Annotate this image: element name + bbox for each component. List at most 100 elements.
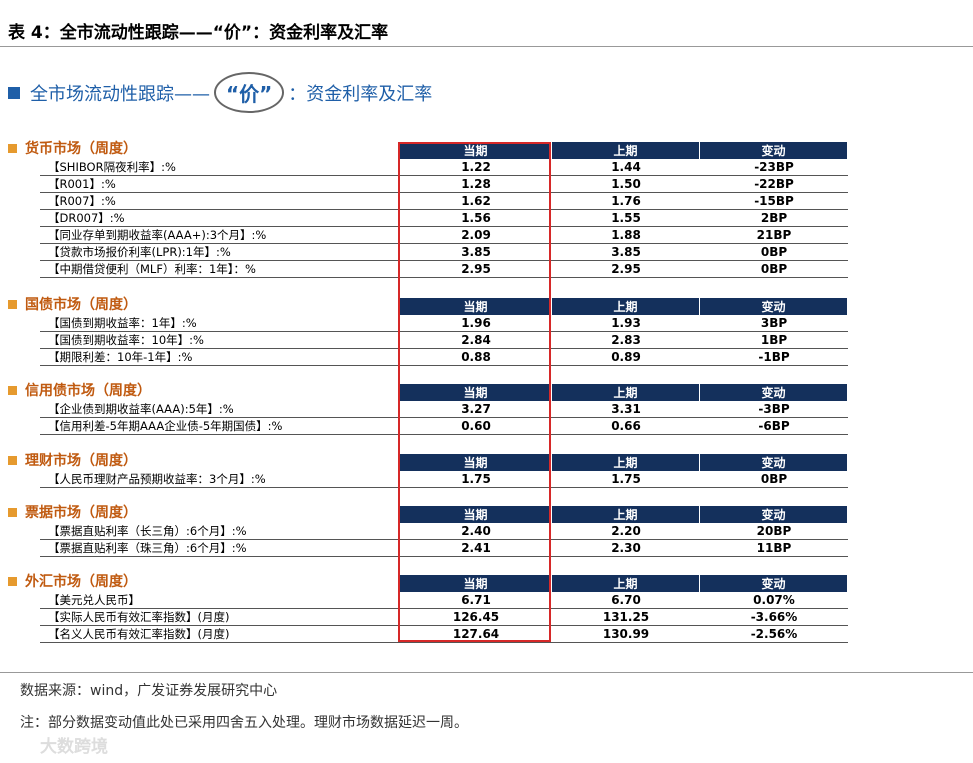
- row-line: [40, 192, 848, 193]
- column-header: 变动: [700, 298, 847, 315]
- cell-value: 0BP: [760, 262, 788, 276]
- cell-value: -2.56%: [750, 627, 798, 641]
- table-title: 表 4：全市流动性跟踪——“价”：资金利率及汇率: [8, 23, 389, 43]
- row-label: 【SHIBOR隔夜利率】:%: [48, 160, 176, 174]
- section-title: 信用债市场（周度）: [8, 380, 151, 400]
- column-header: 上期: [552, 454, 699, 471]
- cell-value: 1BP: [760, 333, 788, 347]
- cell-value: 1.75: [461, 472, 491, 486]
- cell-value: 21BP: [756, 228, 792, 242]
- cell-value: 20BP: [756, 524, 792, 538]
- cell-value: 2.30: [611, 541, 641, 555]
- watermark: 大数跨境: [40, 737, 108, 757]
- column-header: 当期: [400, 298, 551, 315]
- cell-value: 0BP: [760, 245, 788, 259]
- highlight-box: [398, 142, 551, 642]
- row-line: [40, 243, 848, 244]
- section-title: 外汇市场（周度）: [8, 571, 137, 591]
- row-line: [40, 277, 848, 278]
- section-title-text: 信用债市场（周度）: [25, 383, 151, 399]
- row-label: 【人民币理财产品预期收益率：3个月】:%: [48, 472, 266, 486]
- section-title-text: 理财市场（周度）: [25, 453, 137, 469]
- subtitle-highlight: “价”: [214, 72, 285, 113]
- cell-value: 0.89: [611, 350, 641, 364]
- row-line: [40, 175, 848, 176]
- cell-value: 0.07%: [753, 593, 795, 607]
- bullet: [8, 299, 17, 309]
- row-line: [40, 642, 848, 643]
- cell-value: 1.96: [461, 316, 491, 330]
- section-title-text: 外汇市场（周度）: [25, 574, 137, 590]
- section-title-text: 货币市场（周度）: [25, 141, 137, 157]
- cell-value: 2.95: [611, 262, 641, 276]
- cell-value: 1.76: [611, 194, 641, 208]
- row-line: [40, 608, 848, 609]
- column-header: 当期: [400, 142, 551, 159]
- row-label: 【同业存单到期收益率(AAA+):3个月】:%: [48, 228, 267, 242]
- subtitle: 全市场流动性跟踪—— “价” ：资金利率及汇率: [8, 72, 432, 113]
- row-line: [40, 331, 848, 332]
- bullet: [8, 576, 17, 586]
- cell-value: 1.22: [461, 160, 491, 174]
- section-title: 国债市场（周度）: [8, 294, 137, 314]
- cell-value: 11BP: [756, 541, 792, 555]
- bullet: [8, 143, 17, 153]
- column-header: 上期: [552, 298, 699, 315]
- cell-value: 3.27: [461, 402, 491, 416]
- row-line: [40, 365, 848, 366]
- column-header: 上期: [552, 384, 699, 401]
- column-header: 上期: [552, 142, 699, 159]
- column-header: 当期: [400, 384, 551, 401]
- cell-value: -6BP: [758, 419, 790, 433]
- divider: [0, 672, 973, 673]
- subtitle-prefix: 全市场流动性跟踪——: [30, 83, 210, 105]
- cell-value: 2.84: [461, 333, 491, 347]
- row-label: 【票据直贴利率（长三角）:6个月】:%: [48, 524, 247, 538]
- cell-value: -22BP: [754, 177, 794, 191]
- cell-value: -15BP: [754, 194, 794, 208]
- section-title: 票据市场（周度）: [8, 502, 137, 522]
- row-label: 【R007】:%: [48, 194, 116, 208]
- cell-value: 1.62: [461, 194, 491, 208]
- subtitle-suffix: ：资金利率及汇率: [288, 83, 433, 105]
- cell-value: 1.44: [611, 160, 641, 174]
- cell-value: 3BP: [760, 316, 788, 330]
- cell-value: 6.70: [611, 593, 641, 607]
- row-label: 【企业债到期收益率(AAA):5年】:%: [48, 402, 234, 416]
- column-header: 变动: [700, 454, 847, 471]
- cell-value: 126.45: [452, 610, 500, 624]
- source: 数据来源：wind，广发证券发展研究中心: [20, 683, 278, 699]
- row-label: 【美元兑人民币】: [48, 593, 140, 607]
- cell-value: 1.50: [611, 177, 641, 191]
- column-header: 上期: [552, 575, 699, 592]
- cell-value: 0.88: [461, 350, 491, 364]
- cell-value: -23BP: [754, 160, 794, 174]
- column-header: 当期: [400, 506, 551, 523]
- row-label: 【实际人民币有效汇率指数】(月度): [48, 610, 230, 624]
- row-line: [40, 260, 848, 261]
- cell-value: 1.93: [611, 316, 641, 330]
- row-label: 【国债到期收益率：1年】:%: [48, 316, 197, 330]
- cell-value: 3.31: [611, 402, 641, 416]
- row-line: [40, 417, 848, 418]
- row-label: 【贷款市场报价利率(LPR):1年】:%: [48, 245, 231, 259]
- column-header: 上期: [552, 506, 699, 523]
- cell-value: 0.66: [611, 419, 641, 433]
- row-label: 【名义人民币有效汇率指数】(月度): [48, 627, 230, 641]
- column-header: 变动: [700, 575, 847, 592]
- cell-value: 1.55: [611, 211, 641, 225]
- bullet: [8, 385, 17, 395]
- row-label: 【信用利差-5年期AAA企业债-5年期国债】:%: [48, 419, 283, 433]
- section-title-text: 国债市场（周度）: [25, 297, 137, 313]
- cell-value: 3.85: [461, 245, 491, 259]
- cell-value: 6.71: [461, 593, 491, 607]
- bullet: [8, 86, 20, 99]
- row-line: [40, 209, 848, 210]
- section-title-text: 票据市场（周度）: [25, 505, 137, 521]
- bullet: [8, 455, 17, 465]
- cell-value: -3.66%: [750, 610, 798, 624]
- row-label: 【期限利差：10年-1年】:%: [48, 350, 193, 364]
- cell-value: 2BP: [760, 211, 788, 225]
- column-header: 变动: [700, 506, 847, 523]
